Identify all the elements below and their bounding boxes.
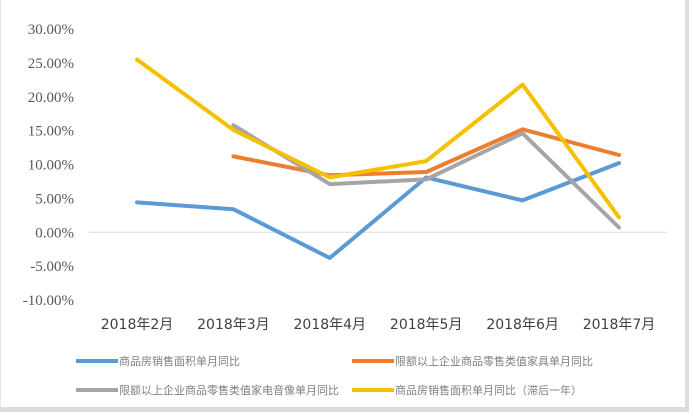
y-tick-label: 10.00% (28, 158, 74, 174)
legend-label: 商品房销售面积单月同比（滞后一年） (395, 383, 582, 397)
x-tick-label: 2018年3月 (197, 317, 270, 333)
legend: 商品房销售面积单月同比 限额以上企业商品零售类值家具单月同比限额以上企业商品零售类… (76, 354, 593, 397)
series-line-0 (135, 161, 621, 260)
x-tick-label: 2018年2月 (101, 317, 174, 333)
series-line-2 (231, 123, 621, 230)
y-axis: 30.00% 25.00% 20.00% 15.00% 10.00% 5.00% 0.00%… (23, 22, 74, 309)
y-tick-label: 0.00% (35, 225, 74, 241)
series-line-3 (135, 57, 621, 220)
legend-label: 商品房销售面积单月同比 (119, 354, 240, 368)
legend-label: 限额以上企业商品零售类值家具单月同比 (395, 354, 593, 368)
x-tick-label: 2018年6月 (486, 317, 559, 333)
y-tick-label: 25.00% (28, 56, 74, 72)
x-tick-label: 2018年7月 (583, 317, 656, 333)
y-tick-label: 20.00% (28, 90, 74, 106)
series-line-1 (231, 127, 621, 178)
y-tick-label: 15.00% (28, 124, 74, 140)
legend-label: 限额以上企业商品零售类值家电音像单月同比 (119, 383, 339, 397)
y-tick-label: -5.00% (30, 259, 74, 275)
x-tick-label: 2018年5月 (390, 317, 463, 333)
y-tick-label: 5.00% (35, 191, 74, 207)
y-tick-label: 30.00% (28, 22, 74, 38)
x-tick-label: 2018年4月 (294, 317, 367, 333)
series-lines (135, 57, 621, 260)
y-tick-label: -10.00% (23, 293, 74, 309)
x-axis: 2018年2月 2018年3月 2018年4月 2018年5月 2018年6月 2018年… (101, 317, 656, 333)
